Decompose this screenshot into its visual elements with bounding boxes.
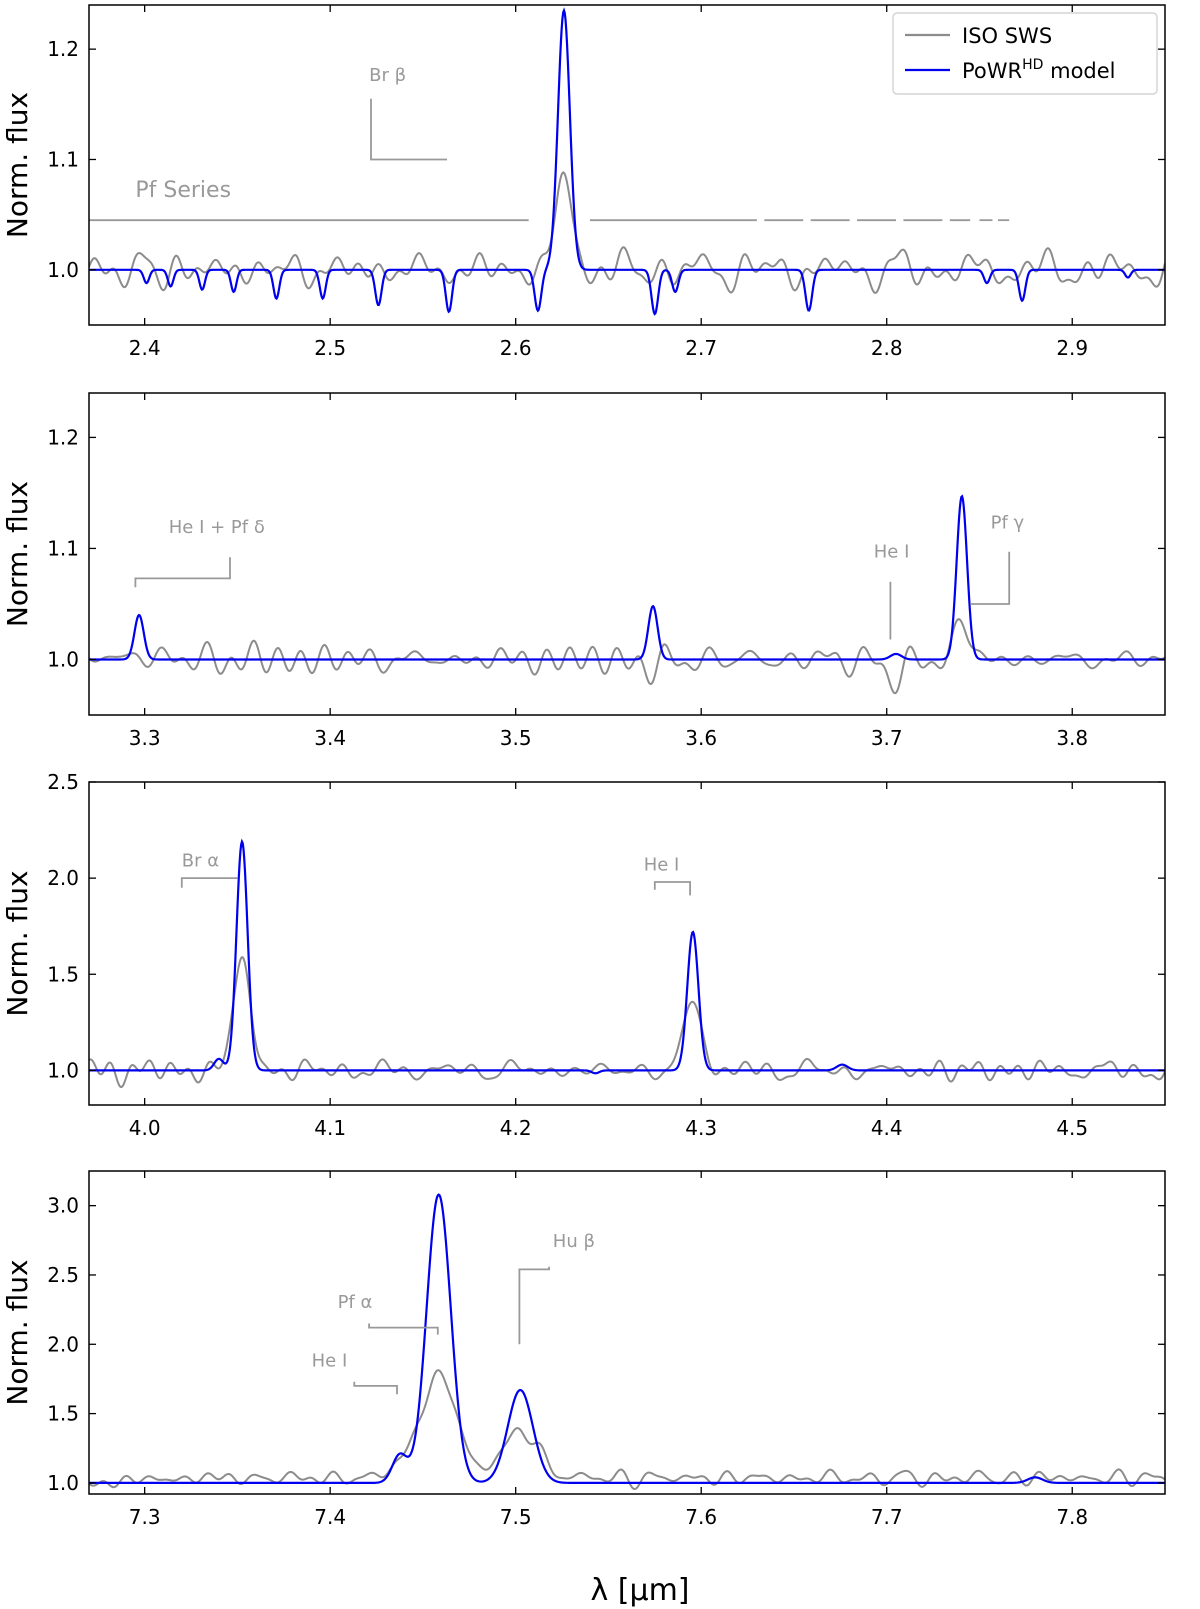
x-tick-label: 4.4	[871, 1116, 903, 1140]
annotation-leader-line	[518, 1266, 550, 1345]
x-tick-label: 2.6	[500, 336, 532, 360]
x-tick-label: 7.6	[685, 1505, 717, 1529]
annotation-label: He I + Pf δ	[169, 517, 265, 538]
x-tick-label: 3.7	[871, 726, 903, 750]
x-tick-label: 4.1	[314, 1116, 346, 1140]
x-tick-label: 4.2	[500, 1116, 532, 1140]
plot-frame	[88, 781, 1166, 1106]
legend-box	[892, 12, 1158, 95]
x-tick-label: 3.8	[1056, 726, 1088, 750]
series-iso-sws-line	[89, 618, 1165, 695]
panel-3: Br α He I 4.0 4.1 4.2 4.3 4.4 4.5 1.0 1.5 2.0 2.5 No…	[1, 770, 1166, 1140]
y-tick-label: 1.2	[47, 37, 79, 61]
annotation-label: Br β	[369, 65, 406, 86]
legend-label: ISO SWS	[962, 24, 1052, 48]
x-tick-label: 3.4	[314, 726, 346, 750]
y-tick-label: 1.0	[47, 258, 79, 282]
x-tick-label: 7.8	[1056, 1505, 1088, 1529]
x-tick-label: 2.4	[129, 336, 161, 360]
x-tick-label: 2.5	[314, 336, 346, 360]
annotation-leader-line	[134, 557, 231, 588]
y-tick-label: 1.5	[47, 1402, 79, 1426]
annotation-leader-line	[653, 881, 691, 896]
y-axis-label: Norm. flux	[1, 870, 34, 1016]
annotation-leader-line	[970, 551, 1011, 605]
series-iso-sws-line	[89, 171, 1165, 295]
x-tick-label: 7.3	[129, 1505, 161, 1529]
y-axis-label: Norm. flux	[1, 481, 34, 627]
x-tick-label: 3.6	[685, 726, 717, 750]
y-tick-label: 1.1	[47, 536, 79, 560]
y-tick-label: 1.1	[47, 147, 79, 171]
x-tick-label: 4.3	[685, 1116, 717, 1140]
y-axis-label: Norm. flux	[1, 1259, 34, 1405]
series-powr-model-line	[89, 838, 1165, 1075]
panel-1: Pf Series Br β 2.4 2.5 2.6 2.7 2.8 2.9 1.0 1.1 1.2…	[1, 4, 1166, 360]
x-axis-label: λ [μm]	[590, 1573, 689, 1608]
annotation-leader-line	[368, 1323, 439, 1335]
series-powr-model-line	[89, 7, 1165, 316]
y-tick-label: 2.0	[47, 866, 79, 890]
x-tick-label: 3.3	[129, 726, 161, 750]
y-tick-label: 3.0	[47, 1194, 79, 1218]
panel-2: He I + Pf δ He I Pf γ 3.3 3.4 3.5 3.6 3.7 3.8 1.0…	[1, 392, 1166, 750]
annotation-label: Br α	[182, 851, 219, 872]
y-tick-label: 2.5	[47, 770, 79, 794]
annotation-label: Hu β	[553, 1231, 595, 1252]
x-tick-label: 4.0	[129, 1116, 161, 1140]
series-powr-model-line	[89, 494, 1165, 661]
y-axis-label: Norm. flux	[1, 92, 34, 238]
y-tick-label: 1.5	[47, 962, 79, 986]
annotation-label: Pf Series	[135, 178, 231, 203]
annotation-leader-line	[180, 877, 238, 888]
annotation-leader-line	[370, 98, 447, 161]
panel-4: Pf α Hu β He I 7.3 7.4 7.5 7.6 7.7 7.8 1.0 1.5 2.0 2…	[1, 1170, 1166, 1529]
x-tick-label: 3.5	[500, 726, 532, 750]
annotation-label: He I	[874, 541, 910, 562]
annotation-label: He I	[644, 854, 680, 875]
y-tick-label: 1.2	[47, 425, 79, 449]
x-tick-label: 2.8	[871, 336, 903, 360]
y-tick-label: 1.0	[47, 1471, 79, 1495]
plot-frame	[88, 1170, 1166, 1495]
y-tick-label: 1.0	[47, 1058, 79, 1082]
x-tick-label: 7.4	[314, 1505, 346, 1529]
plot-frame	[88, 392, 1166, 716]
annotation-label: Pf γ	[991, 512, 1025, 533]
y-tick-label: 2.0	[47, 1332, 79, 1356]
x-tick-label: 4.5	[1056, 1116, 1088, 1140]
y-tick-label: 2.5	[47, 1263, 79, 1287]
x-tick-label: 7.7	[871, 1505, 903, 1529]
series-powr-model-line	[89, 1193, 1165, 1485]
annotation-label: Pf α	[338, 1292, 373, 1313]
y-tick-label: 1.0	[47, 647, 79, 671]
annotation-leader-line	[353, 1381, 398, 1395]
series-iso-sws-line	[89, 956, 1165, 1089]
x-tick-label: 2.7	[685, 336, 717, 360]
annotation-label: He I	[312, 1350, 348, 1371]
series-iso-sws-line	[89, 1369, 1165, 1491]
x-tick-label: 7.5	[500, 1505, 532, 1529]
plot-frame	[88, 4, 1166, 326]
x-tick-label: 2.9	[1056, 336, 1088, 360]
